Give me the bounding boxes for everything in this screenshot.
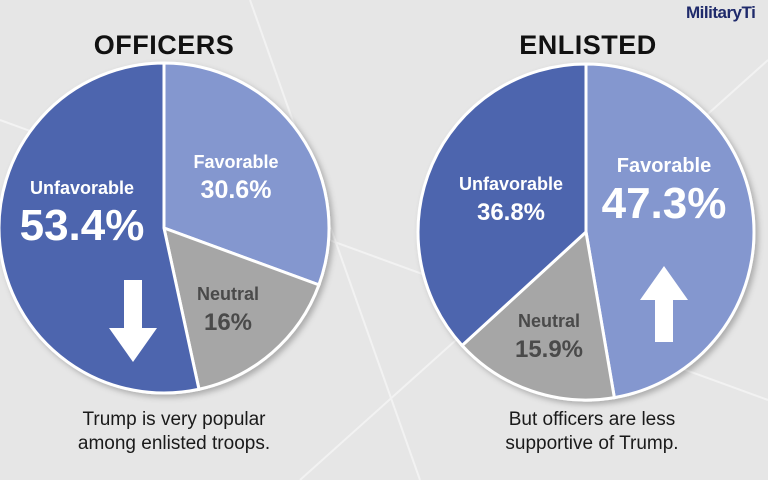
officers-slice-neutral	[161, 225, 321, 392]
officers-pie	[0, 61, 331, 395]
enlisted-slice-unfavorable	[416, 62, 588, 348]
officers-label-neutral: Neutral	[197, 284, 259, 304]
officers-slice-unfavorable	[0, 61, 201, 395]
enlisted-slice-neutral	[459, 229, 617, 402]
officers-chart-title: OFFICERS	[93, 30, 235, 60]
enlisted-label-neutral: Neutral	[518, 311, 580, 331]
officers-caption-line-2: among enlisted troops.	[77, 433, 271, 454]
enlisted-slice-favorable	[584, 62, 756, 400]
officers-value-unfavorable: 53.4%	[20, 201, 145, 250]
enlisted-caption-line-2: supportive of Trump.	[505, 433, 679, 454]
enlisted-value-favorable: 47.3%	[602, 179, 727, 228]
officers-down-arrow-icon	[109, 280, 157, 362]
enlisted-value-unfavorable: 36.8%	[477, 199, 545, 226]
enlisted-chart-title: ENLISTED	[519, 30, 657, 60]
enlisted-up-arrow-icon	[640, 266, 688, 342]
officers-slice-favorable	[162, 61, 331, 287]
enlisted-label-favorable: Favorable	[617, 155, 711, 177]
officers-caption: Trump is very popular among enlisted tro…	[14, 408, 334, 456]
enlisted-caption: But officers are less supportive of Trum…	[432, 408, 752, 456]
enlisted-value-neutral: 15.9%	[515, 336, 583, 363]
officers-value-favorable: 30.6%	[201, 176, 272, 204]
enlisted-pie	[416, 62, 756, 402]
officers-labels: Favorable 30.6% Neutral 16% Unfavorable 53.4%	[20, 152, 279, 336]
militarytimes-logo: MilitaryTi	[686, 3, 756, 22]
enlisted-caption-line-1: But officers are less	[508, 409, 676, 430]
officers-value-neutral: 16%	[204, 309, 252, 336]
officers-label-favorable: Favorable	[193, 152, 278, 172]
enlisted-label-unfavorable: Unfavorable	[459, 174, 563, 194]
officers-caption-line-1: Trump is very popular	[82, 409, 266, 430]
officers-label-unfavorable: Unfavorable	[30, 178, 134, 198]
